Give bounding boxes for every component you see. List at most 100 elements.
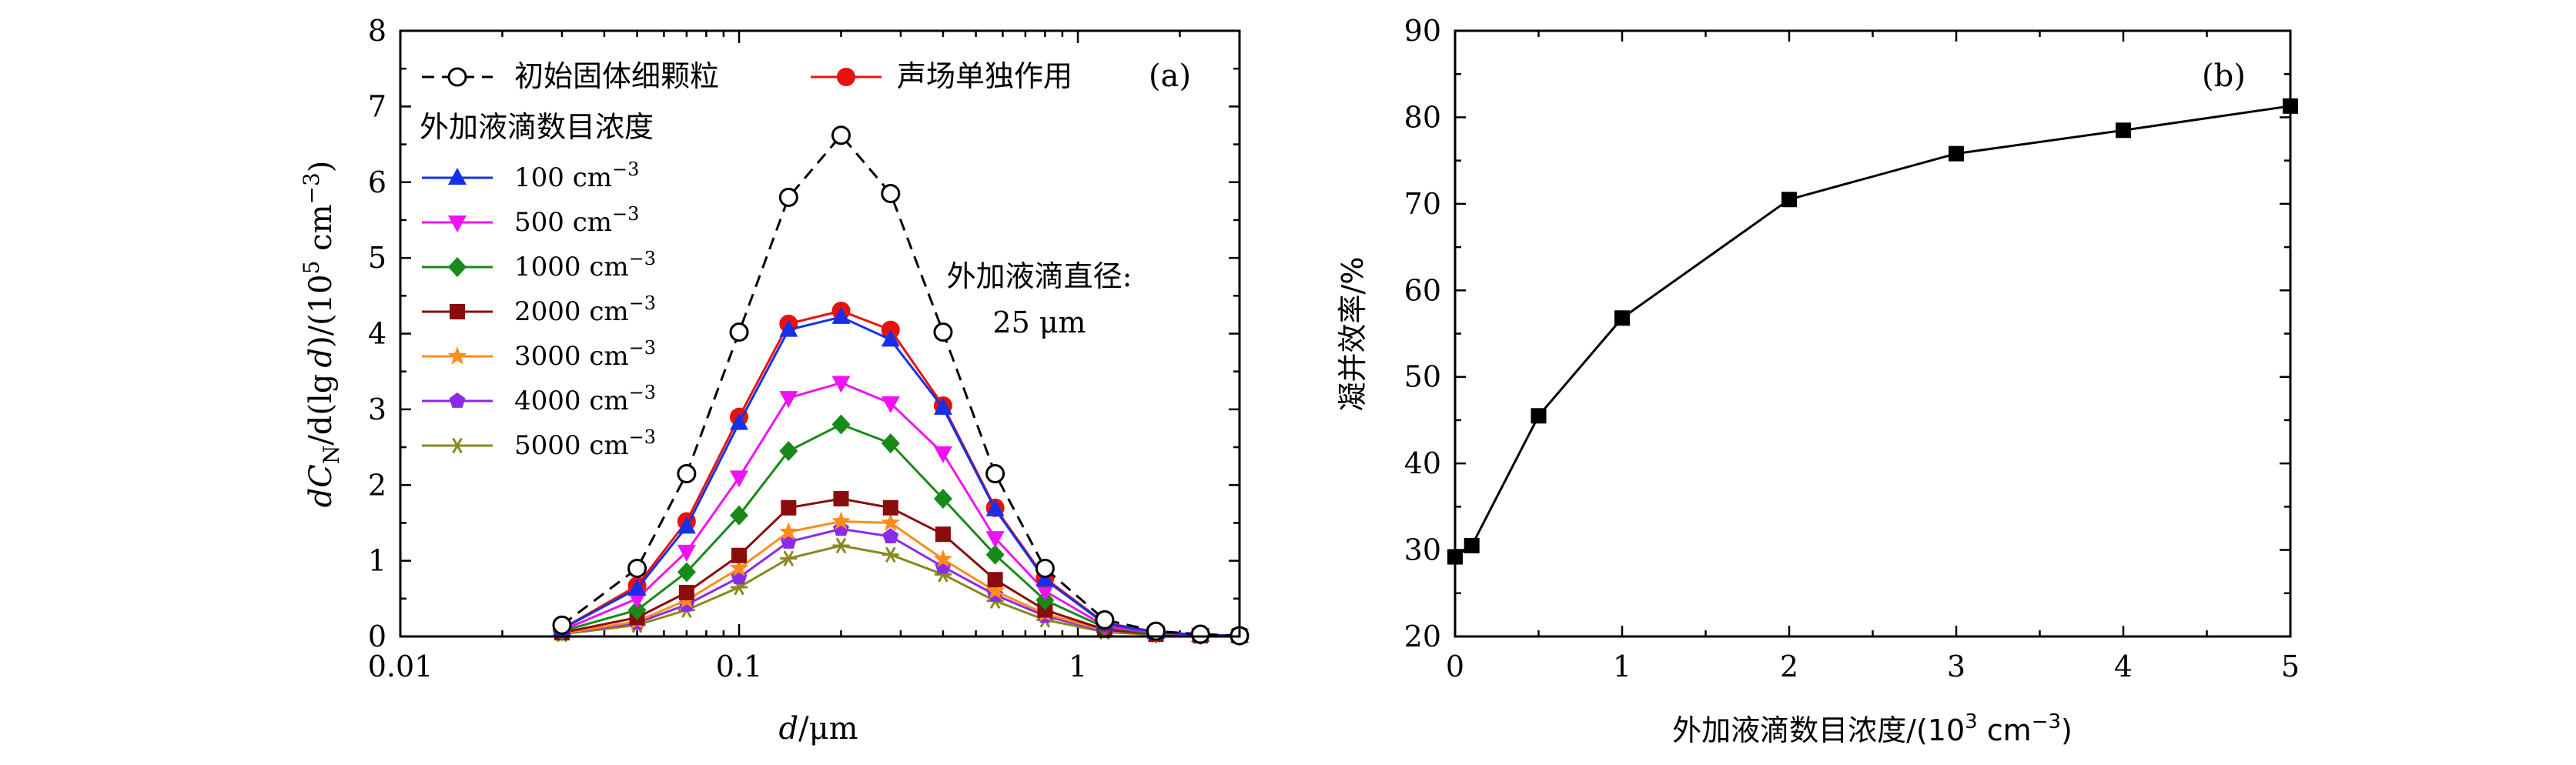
data-point-7-6 (882, 528, 899, 543)
data-point-3-8 (985, 531, 1005, 549)
data-point-2-5 (831, 306, 851, 324)
data-point-efficiency-1 (1464, 537, 1480, 553)
y-tick-label: 4 (368, 317, 386, 351)
data-point-2-4 (779, 319, 798, 337)
y-tick-label: 80 (1404, 100, 1441, 134)
data-point-3-1 (627, 591, 647, 609)
data-point-efficiency-2 (1531, 408, 1547, 424)
panel-a-ylabel: dCN/d(lgd)/(105 cm−3) (299, 161, 344, 508)
data-point-4-3 (730, 505, 749, 526)
legend-label-500: 500 cm−3 (514, 203, 639, 238)
data-point-0-4 (778, 187, 798, 207)
x-tick-label: 1 (1613, 650, 1631, 683)
panel-b-label: (b) (2202, 58, 2246, 94)
legend-label-5000: 5000 cm−3 (514, 426, 656, 461)
panel-a-frame (399, 29, 1241, 638)
data-point-2-1 (627, 579, 647, 596)
data-point-2-9 (1035, 570, 1055, 587)
y-tick-label: 1 (368, 544, 386, 578)
data-point-4-5 (831, 414, 851, 435)
data-point-3-3 (730, 470, 749, 488)
legend-marker-7 (449, 393, 466, 408)
data-point-efficiency-6 (2116, 122, 2131, 139)
x-tick-label: 0 (1446, 650, 1464, 683)
data-point-3-6 (881, 396, 900, 414)
data-point-8-5 (832, 537, 850, 554)
data-point-6-7 (933, 549, 953, 568)
x-tick-label: 2 (1780, 650, 1798, 683)
x-tick-label: 3 (1947, 650, 1965, 683)
series-line-3 (561, 381, 1240, 637)
legend-label-acoustic: 声场单独作用 (897, 59, 1072, 93)
series-line-2 (561, 316, 1240, 637)
legend-header: 外加液滴数目浓度 (420, 110, 654, 144)
y-tick-label: 5 (368, 241, 386, 275)
legend-label-2000: 2000 cm−3 (514, 292, 656, 327)
y-tick-label: 90 (1404, 14, 1441, 48)
legend-marker-initial (447, 67, 467, 87)
data-point-0-1 (627, 558, 647, 578)
legend-marker-5 (450, 304, 465, 319)
data-point-2-2 (677, 516, 696, 534)
data-point-5-8 (987, 572, 1003, 588)
data-point-0-10 (1095, 610, 1115, 630)
panel-b-xlabel: 外加液滴数目浓度/(103 cm−3) (1672, 710, 2073, 747)
panel-a-xlabel: d/μm (778, 711, 858, 747)
series-line-6 (561, 519, 1239, 637)
data-point-3-9 (1035, 583, 1055, 601)
legend-label-3000: 3000 cm−3 (514, 337, 656, 372)
data-point-efficiency-5 (1949, 145, 1964, 162)
data-point-0-8 (985, 463, 1005, 483)
data-point-5-5 (833, 490, 849, 506)
data-point-6-4 (779, 522, 798, 540)
data-point-4-8 (985, 544, 1005, 565)
legend-label-1000: 1000 cm−3 (514, 248, 656, 282)
y-tick-label: 40 (1404, 446, 1441, 480)
x-tick-label: 0.01 (368, 650, 433, 683)
series-line-efficiency (1454, 105, 2291, 558)
y-tick-label: 20 (1404, 620, 1441, 653)
data-point-3-5 (831, 376, 851, 393)
legend-marker-3 (448, 215, 467, 232)
series-line-1 (561, 309, 1240, 637)
legend-marker-acoustic (837, 68, 855, 86)
data-point-4-1 (627, 600, 647, 620)
panel-b-series (1447, 98, 2298, 565)
legend-label-100: 100 cm−3 (514, 159, 639, 193)
data-point-0-7 (933, 322, 953, 342)
data-point-4-6 (881, 433, 900, 454)
data-point-6-5 (831, 511, 851, 529)
legend-label-initial: 初始固体细颗粒 (514, 59, 719, 93)
data-point-5-7 (935, 526, 951, 543)
panel-a-annotation-line2: 25 μm (992, 306, 1086, 339)
y-tick-label: 60 (1404, 273, 1441, 307)
y-tick-label: 6 (368, 165, 386, 199)
x-tick-label: 4 (2114, 650, 2133, 683)
data-point-2-8 (985, 499, 1005, 516)
data-point-0-6 (881, 184, 901, 204)
legend-marker-8 (449, 437, 466, 454)
data-point-3-4 (779, 391, 798, 409)
data-point-3-2 (677, 544, 696, 562)
data-point-4-2 (677, 562, 696, 583)
data-point-efficiency-3 (1614, 310, 1630, 326)
series-line-7 (561, 527, 1239, 637)
data-point-8-4 (780, 550, 798, 566)
data-point-2-7 (933, 397, 952, 415)
legend-marker-4 (448, 257, 467, 277)
data-point-4-7 (933, 488, 952, 509)
data-point-6-3 (729, 558, 749, 576)
data-point-5-4 (781, 499, 797, 516)
panel-a: 0 1 2 3 4 5 6 7 8 0.01 0.1 1 (a) dCN/d(lgd)/(105 cm… (299, 14, 1250, 747)
data-point-0-12 (1190, 624, 1210, 644)
y-tick-label: 30 (1404, 533, 1441, 567)
panel-b: 20 30 40 50 60 70 80 90 0 1 2 3 4 5 (b) 凝并效率/% 外加液滴数目… (1336, 14, 2300, 747)
data-point-0-9 (1035, 558, 1055, 578)
data-point-2-6 (881, 329, 900, 347)
panel-b-frame (1454, 29, 2292, 638)
panel-a-annotation-line1: 外加液滴直径: (947, 259, 1132, 293)
panel-a-label: (a) (1149, 58, 1191, 94)
x-tick-label: 5 (2281, 650, 2300, 683)
panel-a-ticks: 0 1 2 3 4 5 6 7 8 0.01 0.1 1 (368, 14, 1241, 683)
